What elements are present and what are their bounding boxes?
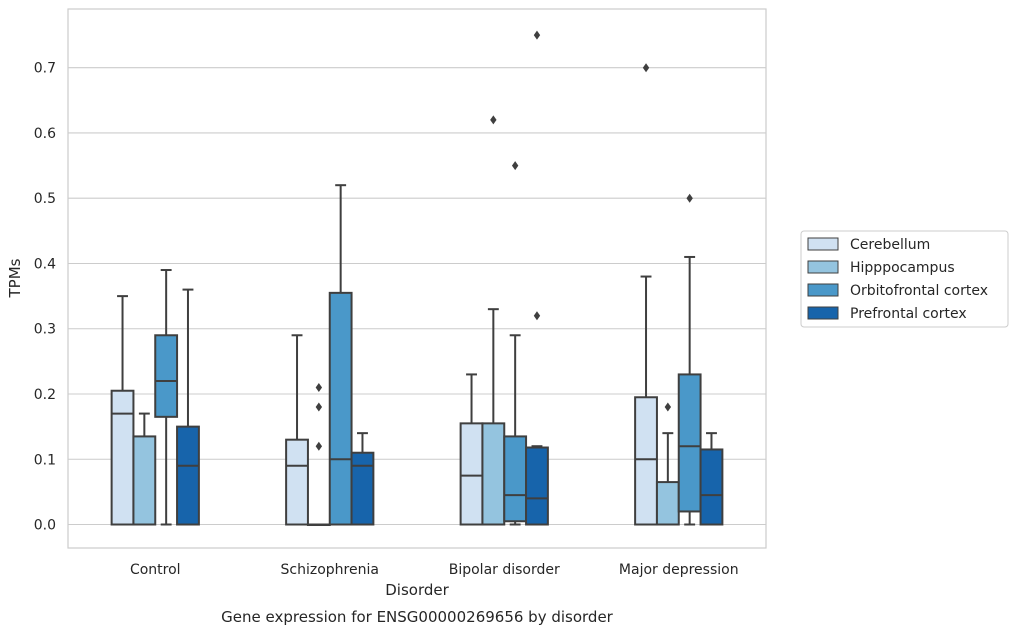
iqr-box xyxy=(132,435,157,526)
legend-swatch xyxy=(807,260,839,274)
boxes-layer xyxy=(110,30,724,527)
outlier-point xyxy=(686,193,693,203)
box-prefrontal-cortex xyxy=(176,288,200,526)
outlier-point xyxy=(315,402,323,412)
box-prefrontal-cortex xyxy=(350,432,375,526)
box-prefrontal-cortex xyxy=(699,432,724,526)
y-tick-label: 0.7 xyxy=(34,61,56,77)
outlier-point xyxy=(490,115,497,125)
x-axis-title: Disorder xyxy=(385,581,449,599)
iqr-box xyxy=(481,422,506,526)
plot-area xyxy=(67,8,767,549)
x-tick-label: Bipolar disorder xyxy=(449,562,560,578)
legend-frame xyxy=(800,230,1009,328)
iqr-box xyxy=(328,291,353,526)
y-axis-title: TPMs xyxy=(6,258,24,298)
legend-label: Prefrontal cortex xyxy=(850,306,967,322)
x-tick-label: Schizophrenia xyxy=(281,562,379,578)
iqr-box xyxy=(459,422,484,526)
box-prefrontal-cortex xyxy=(525,30,549,526)
iqr-box xyxy=(285,438,309,526)
outlier-point xyxy=(511,161,519,171)
legend-swatch xyxy=(807,237,839,251)
box-orbitofrontal-cortex xyxy=(154,269,179,526)
outlier-point xyxy=(642,63,650,73)
box-orbitofrontal-cortex xyxy=(328,184,353,526)
legend-label: Cerebellum xyxy=(850,237,930,253)
y-tick-label: 0.1 xyxy=(34,452,56,468)
outlier-point xyxy=(664,402,672,412)
legend-item: Prefrontal cortex xyxy=(807,306,967,322)
x-tick-label: Major depression xyxy=(619,562,739,578)
legend-label: Hipppocampus xyxy=(850,260,955,276)
x-tick-labels: Control Schizophrenia Bipolar disorder Majo… xyxy=(130,562,739,578)
box-hipppocampus xyxy=(132,412,157,526)
legend-item: Orbitofrontal cortex xyxy=(807,283,988,299)
y-tick-label: 0.5 xyxy=(34,191,56,207)
iqr-box xyxy=(350,451,375,526)
y-tick-label: 0.6 xyxy=(34,126,56,142)
x-tick-label: Control xyxy=(130,562,181,578)
iqr-box xyxy=(525,446,549,526)
y-tick-labels: 0.0 0.1 0.2 0.3 0.4 0.5 0.6 0.7 xyxy=(34,61,56,534)
iqr-box xyxy=(154,334,179,418)
iqr-box xyxy=(503,435,528,523)
outlier-point xyxy=(533,311,541,321)
outlier-point xyxy=(533,30,541,40)
legend: Cerebellum Hipppocampus Orbitofrontal cort… xyxy=(800,230,1009,328)
box-cerebellum xyxy=(285,334,309,526)
legend-item: Hipppocampus xyxy=(807,260,955,276)
outlier-point xyxy=(315,382,323,392)
iqr-box xyxy=(110,389,135,526)
legend-label: Orbitofrontal cortex xyxy=(850,283,988,299)
box-cerebellum xyxy=(459,373,484,526)
box-cerebellum xyxy=(634,63,658,526)
legend-swatch xyxy=(807,306,839,320)
box-orbitofrontal-cortex xyxy=(677,193,702,526)
chart-caption: Gene expression for ENSG00000269656 by d… xyxy=(221,608,614,626)
outlier-point xyxy=(315,441,323,451)
legend-item: Cerebellum xyxy=(807,237,930,253)
y-tick-label: 0.4 xyxy=(34,256,56,272)
y-tick-label: 0.2 xyxy=(34,387,56,403)
iqr-box xyxy=(655,481,680,526)
iqr-box xyxy=(176,425,200,526)
legend-swatch xyxy=(807,283,839,297)
y-tick-label: 0.0 xyxy=(34,518,56,534)
y-tick-label: 0.3 xyxy=(34,322,56,338)
iqr-box xyxy=(677,373,702,513)
iqr-box xyxy=(634,396,658,526)
iqr-box xyxy=(699,448,724,526)
